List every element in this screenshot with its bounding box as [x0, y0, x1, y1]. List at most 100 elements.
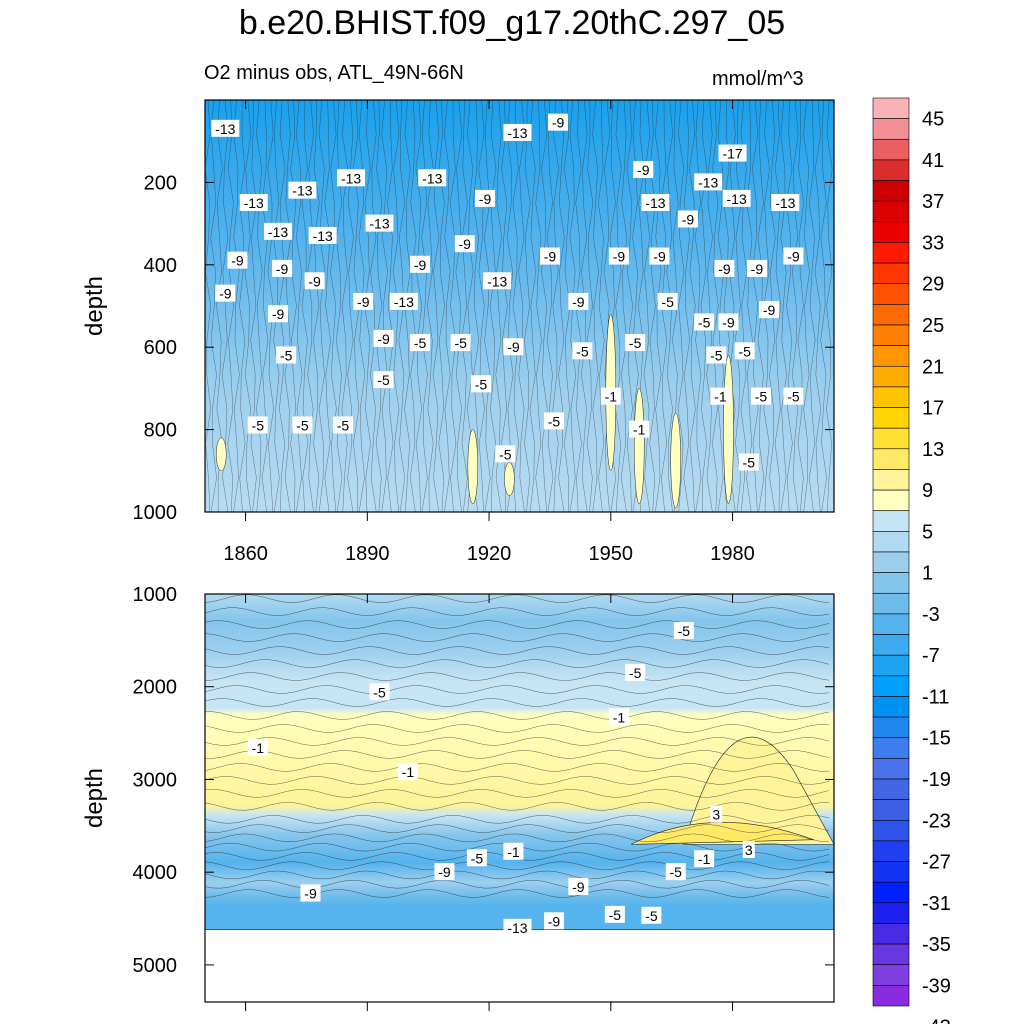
x-tick-label: 1950 [589, 543, 634, 565]
colorbar-label: 41 [922, 150, 944, 172]
contour-label-text: -17 [722, 146, 742, 162]
contour-label-text: -13 [775, 195, 795, 211]
contour-label-text: -9 [544, 249, 557, 265]
contour-label-bg [247, 738, 268, 756]
contour-line [438, 99, 445, 513]
contour-line [227, 99, 235, 513]
contour-label-text: -9 [572, 879, 585, 895]
contour-label-bg [543, 412, 564, 430]
contour-line [552, 99, 559, 513]
contour-label-text: -5 [548, 413, 561, 429]
contour-label-text: -13 [215, 121, 235, 137]
lower-panel: -5-5-5-1-1-133-1-5 -1-9 -5-9 -9-5 -5-9-13100… [81, 584, 835, 1011]
contour-label: -9 [272, 259, 293, 277]
colorbar-label: -11 [922, 686, 949, 708]
colorbar-swatch [872, 180, 910, 202]
contour-label-bg [450, 334, 471, 352]
contour-label-text: -5 [645, 908, 658, 924]
contour-line [512, 99, 520, 513]
contour-line [204, 750, 830, 759]
colorbar-swatch [872, 386, 910, 408]
contour-label-text: -9 [787, 249, 800, 265]
contour-label-text: 3 [712, 807, 720, 823]
contour-label-bg [418, 169, 447, 187]
contour-line [774, 99, 782, 513]
contour-line [712, 99, 719, 513]
contour-label-bg [454, 235, 475, 253]
contour-label-bg [466, 849, 487, 867]
contour-label-text: -5 [296, 417, 309, 433]
contour-label: -9 [300, 884, 321, 902]
contour-line [598, 99, 605, 513]
contour-label-bg [227, 251, 248, 269]
colorbar-swatch [872, 510, 910, 532]
y-axis-label: depth [81, 768, 108, 828]
contour-label-text: -1 [633, 422, 646, 438]
contour-label: -1 [629, 420, 650, 438]
contour-label: -9 [718, 313, 739, 331]
x-tick-label: 1980 [710, 543, 755, 565]
contour-label-bg [300, 884, 321, 902]
contour-label-text: -5 [738, 343, 751, 359]
contour-label-text: -5 [661, 294, 674, 310]
contour-label-text: -13 [369, 216, 389, 232]
contour-label-bg [641, 906, 662, 924]
colorbar-label: -15 [922, 728, 951, 750]
contour-line [221, 99, 229, 513]
contour-label: -1 [600, 387, 621, 405]
contour-label: -5 [373, 371, 394, 389]
contour-line [461, 99, 468, 513]
colorbar-swatch [872, 97, 910, 119]
colorbar-label: 33 [922, 232, 944, 254]
contour-label-text: -13 [507, 125, 527, 141]
colorbar-label: 9 [922, 480, 933, 502]
contour-label-bg [353, 292, 374, 310]
contour-label-text: -5 [710, 347, 723, 363]
colorbar-swatch [872, 304, 910, 326]
contour-label-text: -5 [373, 684, 386, 700]
contour-label: -1 [247, 738, 268, 756]
contour-line [603, 99, 611, 513]
colorbar-swatch [872, 324, 910, 346]
y-tick-label: 5000 [133, 955, 178, 977]
contour-line [506, 99, 514, 513]
contour-line [204, 824, 830, 833]
contour-label: -5 [673, 622, 694, 640]
contour-label-bg [276, 346, 297, 364]
contour-line [335, 99, 343, 513]
contour-label-text: -9 [377, 331, 390, 347]
colorbar-label: -27 [922, 852, 951, 874]
contour-line [791, 99, 799, 513]
contour-line [558, 99, 565, 513]
contour-line [626, 99, 633, 513]
units-label: mmol/m^3 [712, 68, 804, 90]
contour-label-text: -13 [726, 191, 746, 207]
contour-line [432, 99, 440, 513]
contour-label-text: -9 [751, 261, 764, 277]
panel-subtitle: O2 minus obs, ATL_49N-66N [204, 62, 464, 84]
contour-label: -9 [215, 284, 236, 302]
contour-label-text: -5 [755, 389, 768, 405]
contour-line [677, 99, 685, 513]
colorbar-swatch [872, 200, 910, 223]
contour-label: -9 [649, 247, 670, 265]
contour-label-text: -9 [637, 162, 650, 178]
contour-label-bg [264, 222, 293, 240]
contour-label-bg [746, 259, 767, 277]
contour-label: -9 [304, 272, 325, 290]
contour-line [204, 711, 830, 720]
contour-label-bg [373, 329, 394, 347]
positive-pocket [670, 412, 681, 509]
contour-label: -13 [264, 222, 293, 240]
contour-label: -9 [434, 863, 455, 881]
contour-label: -1 [608, 708, 629, 726]
colorbar-swatch [872, 654, 910, 677]
contour-label: -9 [677, 210, 698, 228]
contour-label-text: -5 [280, 347, 293, 363]
contour-line [820, 99, 827, 513]
contour-line [586, 99, 594, 513]
contour-label: -9 [746, 259, 767, 277]
contour-label-text: -9 [304, 886, 317, 902]
contour-line [238, 99, 246, 513]
